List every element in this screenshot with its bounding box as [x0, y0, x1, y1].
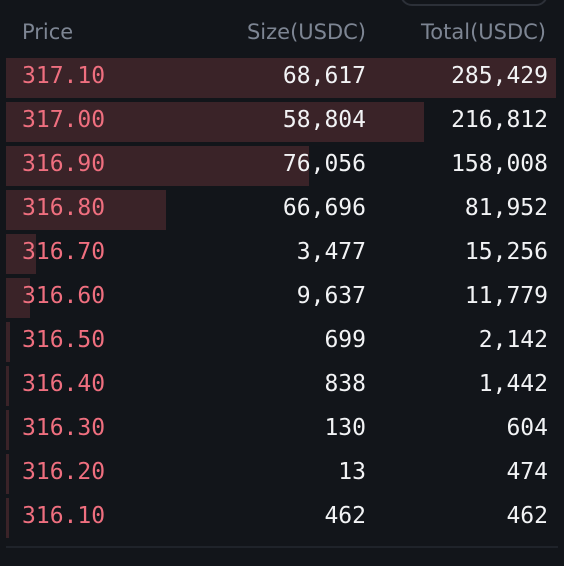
depth-bar [6, 190, 166, 230]
order-row[interactable]: 316.20 13 474 [6, 452, 556, 496]
row-total: 462 [506, 503, 548, 529]
depth-bar [6, 278, 30, 318]
row-price[interactable]: 316.60 [22, 283, 106, 309]
order-row[interactable]: 317.00 58,804 216,812 [6, 100, 556, 144]
row-price[interactable]: 316.40 [22, 371, 106, 397]
header-price: Price [22, 20, 74, 44]
order-row[interactable]: 316.80 66,696 81,952 [6, 188, 556, 232]
row-total: 216,812 [451, 107, 548, 133]
row-size: 13 [338, 459, 366, 485]
order-row[interactable]: 316.10 462 462 [6, 496, 556, 540]
header-total: Total(USDC) [421, 20, 546, 44]
depth-bar [6, 102, 424, 142]
row-total: 15,256 [464, 239, 548, 265]
row-size: 699 [324, 327, 366, 353]
order-row[interactable]: 316.50 699 2,142 [6, 320, 556, 364]
row-total: 158,008 [451, 151, 548, 177]
row-price[interactable]: 317.10 [22, 63, 106, 89]
row-total: 2,142 [478, 327, 548, 353]
order-row[interactable]: 316.40 838 1,442 [6, 364, 556, 408]
depth-bar [6, 410, 9, 450]
row-size: 68,617 [282, 63, 366, 89]
row-size: 58,804 [282, 107, 366, 133]
row-price[interactable]: 316.50 [22, 327, 106, 353]
row-price[interactable]: 316.90 [22, 151, 106, 177]
order-row[interactable]: 316.70 3,477 15,256 [6, 232, 556, 276]
order-book-header: Price Size(USDC) Total(USDC) [6, 14, 556, 54]
row-total: 474 [506, 459, 548, 485]
row-price[interactable]: 317.00 [22, 107, 106, 133]
row-price[interactable]: 316.20 [22, 459, 106, 485]
row-total: 604 [506, 415, 548, 441]
bottom-divider [6, 546, 558, 548]
row-size: 838 [324, 371, 366, 397]
order-row[interactable]: 317.10 68,617 285,429 [6, 56, 556, 100]
depth-bar [6, 58, 556, 98]
order-row[interactable]: 316.30 130 604 [6, 408, 556, 452]
row-size: 130 [324, 415, 366, 441]
row-total: 285,429 [451, 63, 548, 89]
row-size: 76,056 [282, 151, 366, 177]
row-size: 462 [324, 503, 366, 529]
depth-bar [6, 498, 9, 538]
ask-rows: 317.10 68,617 285,429 317.00 58,804 216,812 31… [6, 56, 556, 540]
header-size: Size(USDC) [246, 20, 366, 44]
row-price[interactable]: 316.10 [22, 503, 106, 529]
depth-bar [6, 454, 9, 494]
top-control-pill[interactable] [400, 0, 548, 6]
row-total: 11,779 [464, 283, 548, 309]
row-price[interactable]: 316.70 [22, 239, 106, 265]
depth-bar [6, 234, 36, 274]
row-total: 81,952 [464, 195, 548, 221]
depth-bar [6, 146, 309, 186]
depth-bar [6, 322, 10, 362]
row-total: 1,442 [478, 371, 548, 397]
row-size: 66,696 [282, 195, 366, 221]
order-row[interactable]: 316.90 76,056 158,008 [6, 144, 556, 188]
row-size: 9,637 [296, 283, 366, 309]
row-size: 3,477 [296, 239, 366, 265]
row-price[interactable]: 316.80 [22, 195, 106, 221]
row-price[interactable]: 316.30 [22, 415, 106, 441]
order-row[interactable]: 316.60 9,637 11,779 [6, 276, 556, 320]
depth-bar [6, 366, 9, 406]
